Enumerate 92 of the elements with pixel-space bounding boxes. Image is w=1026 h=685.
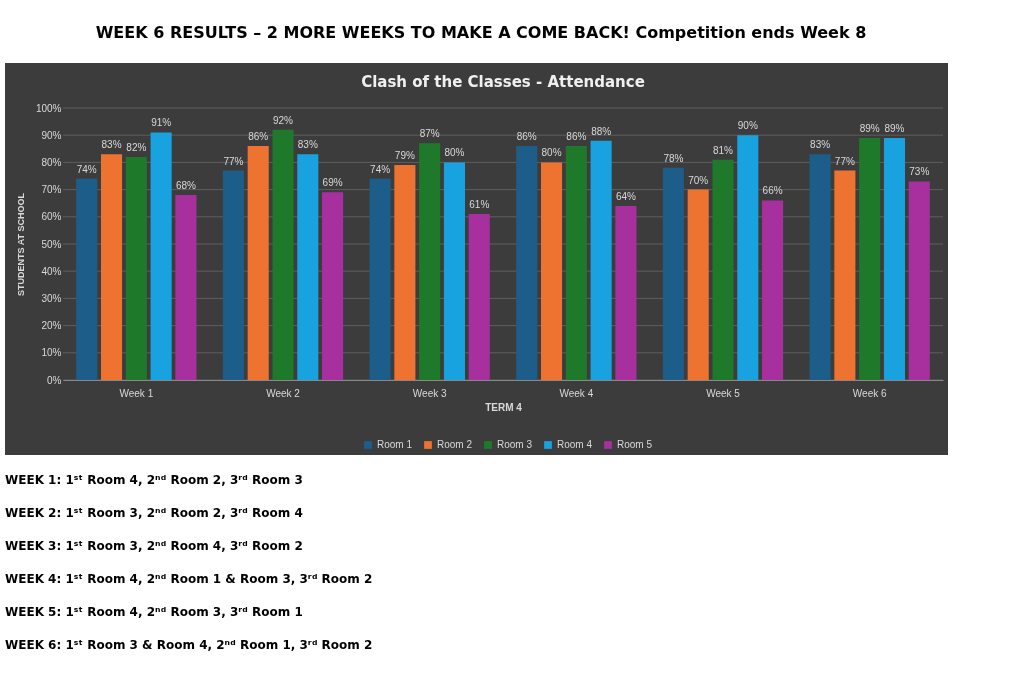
bar (834, 170, 856, 380)
bar (297, 154, 319, 380)
y-tick-label: 90% (41, 129, 62, 141)
bar (859, 137, 881, 380)
chart-title: WEEK 6 RESULTS – 2 MORE WEEKS TO MAKE A COME BACK! Competition ends Week 8 (95, 23, 867, 42)
bar (615, 205, 637, 380)
data-label: 80% (444, 147, 465, 159)
data-label: 66% (762, 185, 783, 197)
data-label: 83% (297, 139, 318, 151)
y-tick-label: 40% (41, 265, 62, 277)
bar (101, 154, 123, 380)
text: WEEK 2: 1ˢᵗ Room 3, 2ⁿᵈ Room 2, 3ʳᵈ Room 4 (5, 506, 303, 520)
y-tick-label: 10% (41, 347, 62, 359)
bar (222, 170, 244, 380)
bar (369, 178, 391, 380)
data-label: 87% (419, 128, 440, 140)
data-label: 68% (175, 180, 197, 192)
bar (419, 143, 441, 380)
y-tick-label: 20% (41, 320, 62, 332)
data-label: 64% (615, 190, 637, 202)
bar (687, 189, 709, 380)
x-tick-label: Week 2 (266, 387, 301, 399)
data-label: 90% (737, 120, 758, 132)
bar (443, 162, 465, 380)
bar (125, 156, 147, 380)
data-label: 69% (322, 177, 343, 189)
data-label: 80% (541, 147, 562, 159)
data-label: 61% (469, 199, 490, 211)
data-label: 91% (151, 117, 172, 129)
data-label: 74% (370, 163, 391, 175)
data-label: 89% (884, 122, 905, 134)
y-tick-label: 70% (41, 184, 62, 196)
bar (809, 154, 831, 380)
x-tick-label: Week 5 (706, 387, 741, 399)
x-tick-label: Week 1 (119, 387, 154, 399)
y-axis-title: STUDENTS AT SCHOOL (15, 192, 26, 296)
data-label: 74% (76, 163, 97, 175)
data-label: 86% (516, 131, 537, 143)
data-label: 83% (810, 139, 831, 151)
data-label: 70% (688, 174, 709, 186)
data-label: 92% (272, 114, 294, 126)
y-tick-label: 50% (41, 238, 62, 250)
bar (762, 200, 784, 380)
bar (565, 146, 587, 380)
bar (175, 195, 197, 380)
y-tick-label: 80% (41, 156, 62, 168)
bar (662, 167, 684, 380)
text: WEEK 1: 1ˢᵗ Room 4, 2ⁿᵈ Room 2, 3ʳᵈ Room 3 (5, 473, 303, 487)
bar (908, 181, 930, 380)
bar (737, 135, 759, 380)
bar (272, 129, 294, 380)
bar (150, 132, 172, 380)
legend-label: Room 5 (617, 439, 653, 450)
bar (394, 165, 416, 380)
data-label: 77% (834, 155, 855, 167)
data-label: 79% (394, 150, 415, 162)
legend-label: Room 1 (377, 439, 413, 450)
legend-label: Room 2 (437, 439, 473, 450)
data-label: 82% (126, 141, 147, 153)
data-label: 78% (663, 152, 684, 164)
bar (590, 140, 612, 380)
text: WEEK 4: 1ˢᵗ Room 4, 2ⁿᵈ Room 1 & Room 3, 3ʳᵈ Room 2 (5, 572, 373, 586)
data-label: 83% (101, 139, 122, 151)
text: WEEK 5: 1ˢᵗ Room 4, 2ⁿᵈ Room 3, 3ʳᵈ Room 1 (5, 605, 303, 619)
bar (541, 162, 563, 380)
y-tick-label: 100% (35, 102, 62, 114)
data-label: 86% (248, 131, 269, 143)
bar (468, 214, 490, 380)
text: WEEK 6: 1ˢᵗ Room 3 & Room 4, 2ⁿᵈ Room 1, 3ʳᵈ Room 2 (5, 638, 373, 652)
legend-label: Room 4 (557, 439, 593, 450)
data-label: 81% (712, 144, 734, 156)
data-label: 77% (223, 155, 244, 167)
bar (322, 192, 344, 380)
x-tick-label: Week 4 (559, 387, 594, 399)
data-label: 89% (859, 122, 880, 134)
data-label: 73% (909, 166, 930, 178)
legend-label: Room 3 (497, 439, 533, 450)
data-label: 88% (591, 125, 612, 137)
x-axis-title: TERM 4 (485, 401, 523, 413)
y-tick-label: 60% (41, 211, 62, 223)
bar (883, 137, 905, 380)
text: WEEK 3: 1ˢᵗ Room 3, 2ⁿᵈ Room 4, 3ʳᵈ Room 2 (5, 539, 303, 553)
y-tick-label: 30% (41, 292, 62, 304)
chart-subtitle: Clash of the Classes - Attendance (361, 73, 645, 91)
bar (247, 146, 269, 380)
y-tick-label: 0% (47, 374, 62, 386)
bar (76, 178, 98, 380)
x-tick-label: Week 3 (412, 387, 447, 399)
bar (516, 146, 538, 380)
data-label: 86% (566, 131, 587, 143)
bar (712, 159, 734, 380)
x-tick-label: Week 6 (852, 387, 887, 399)
